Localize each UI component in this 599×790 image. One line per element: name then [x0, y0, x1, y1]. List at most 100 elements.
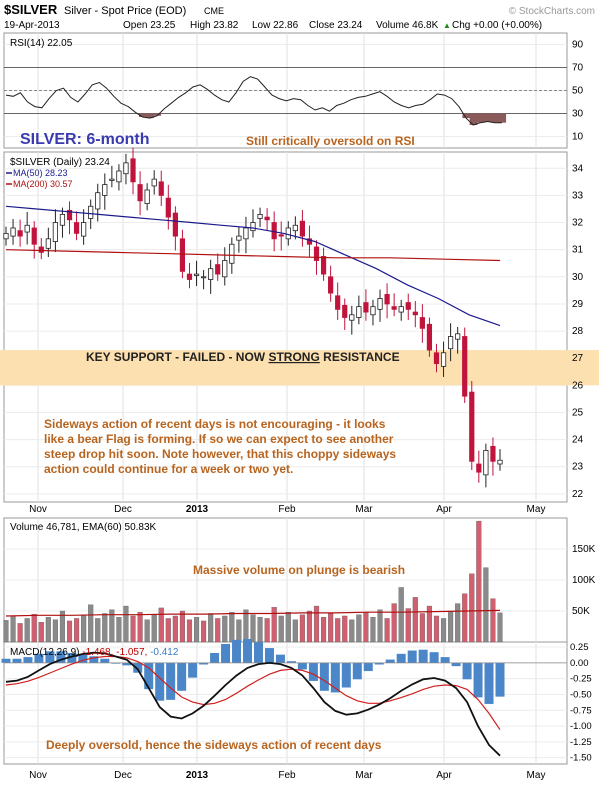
price-tick-label: 26 [572, 380, 584, 391]
volume-bar [45, 617, 51, 643]
month-tick-label: Mar [355, 770, 373, 781]
rsi-oversold-fill [153, 113, 162, 116]
exchange-label: CME [204, 6, 224, 16]
macd-histogram-bar [89, 656, 99, 663]
price-tick-label: 29 [572, 299, 584, 310]
macd-histogram-bar [100, 658, 110, 663]
price-tick-label: 28 [572, 326, 584, 337]
macd-histogram-bar [440, 657, 450, 663]
macd-histogram-bar [308, 662, 318, 681]
volume-bar [158, 607, 164, 643]
price-candle-body [66, 209, 73, 221]
price-candle-body [447, 336, 454, 350]
watermark: © StockCharts.com [509, 6, 595, 17]
macd-histogram-bar [122, 662, 132, 666]
volume-bar [102, 613, 108, 643]
price-candle-body [151, 178, 157, 187]
volume-bar [321, 617, 327, 643]
price-candle-body [384, 294, 390, 305]
macd-histogram-bar [45, 651, 55, 663]
macd-tick-label: -0.75 [570, 705, 592, 716]
volume-bar [356, 614, 362, 643]
volume-bar [349, 619, 355, 643]
price-label: $SILVER (Daily) 23.24 [10, 157, 110, 168]
price-candle-body [186, 273, 193, 280]
volume-bar [469, 573, 475, 643]
rsi-note: Still critically oversold on RSI [246, 134, 415, 148]
macd-histogram-bar [111, 662, 121, 664]
ma50-label: MA(50) 28.23 [13, 168, 68, 178]
price-candle-body [264, 216, 270, 221]
price-candle-body [158, 181, 164, 196]
volume-bar [236, 619, 242, 643]
price-tick-label: 31 [572, 245, 584, 256]
price-candle-body [130, 158, 136, 183]
price-candle-body [356, 306, 362, 318]
volume-bar [208, 613, 214, 643]
rsi-tick-label: 90 [572, 40, 584, 51]
rsi-oversold-fill [476, 113, 485, 123]
rsi-tick-label: 70 [572, 63, 584, 74]
support-resistance-band [0, 350, 599, 386]
volume-bar [116, 617, 122, 643]
macd-histogram-bar [275, 654, 285, 663]
price-candle-body [200, 276, 207, 279]
volume-bar [391, 603, 397, 643]
price-candle-body [73, 222, 80, 234]
price-candle-body [335, 295, 341, 310]
price-candle-body [215, 264, 221, 275]
volume-bar [363, 612, 369, 643]
price-candle-body [391, 306, 397, 310]
ma200-label: MA(200) 30.57 [13, 179, 73, 189]
price-candle-body [257, 214, 263, 219]
price-tick-label: 30 [572, 272, 584, 283]
rsi-tick-label: 10 [572, 132, 584, 143]
price-candle-body [363, 302, 369, 313]
macd-histogram-bar [253, 642, 263, 663]
macd-histogram-bar [1, 658, 11, 663]
volume-bar [433, 615, 440, 643]
volume-bar [95, 618, 101, 643]
macd-histogram-bar [155, 662, 165, 701]
price-candle-body [433, 352, 440, 365]
volume-bar [278, 615, 284, 643]
macd-tick-label: -1.50 [570, 753, 592, 764]
price-candle-body [490, 445, 496, 462]
price-candle-body [320, 256, 327, 275]
volume-label: Volume 46,781, EMA(60) 50.83K [10, 522, 157, 533]
support-band-label: KEY SUPPORT - FAILED - NOW STRONG RESIST… [86, 350, 400, 364]
price-candle-body [88, 205, 94, 219]
volume-bar [384, 618, 390, 643]
price-candle-body [165, 197, 171, 218]
rsi-oversold-fill [462, 113, 471, 119]
volume-bar [201, 620, 207, 643]
month-tick-label: Nov [29, 770, 47, 781]
price-candle-body [306, 238, 313, 245]
price-candle-body [483, 450, 489, 476]
volume-ema-line [5, 609, 501, 617]
macd-histogram-bar [199, 662, 209, 665]
volume-bar [193, 617, 200, 643]
price-candle-body [3, 232, 9, 240]
volume-bar [250, 614, 256, 643]
price-candle-body [313, 246, 320, 261]
macd-histogram-bar [418, 649, 428, 663]
volume-bar [31, 613, 37, 643]
macd-histogram-bar [177, 662, 187, 691]
volume-bar [179, 610, 185, 643]
price-candle-body [52, 222, 59, 242]
macd-histogram-bar [264, 648, 274, 663]
chart-title: SILVER: 6-month [20, 131, 149, 148]
rsi-oversold-fill [484, 113, 492, 122]
macd-histogram-bar [12, 658, 22, 663]
volume-bar [440, 618, 447, 643]
price-candle-body [299, 220, 306, 237]
month-tick-label: 2013 [186, 770, 209, 781]
rsi-tick-label: 50 [572, 86, 584, 97]
comment-line-3: steep drop hit soon. Note however, that … [44, 447, 396, 461]
price-candle-body [462, 336, 468, 397]
price-candle-body [377, 298, 383, 310]
month-tick-label: Dec [114, 504, 132, 515]
volume-bar [370, 617, 376, 643]
volume-bar [109, 609, 115, 643]
